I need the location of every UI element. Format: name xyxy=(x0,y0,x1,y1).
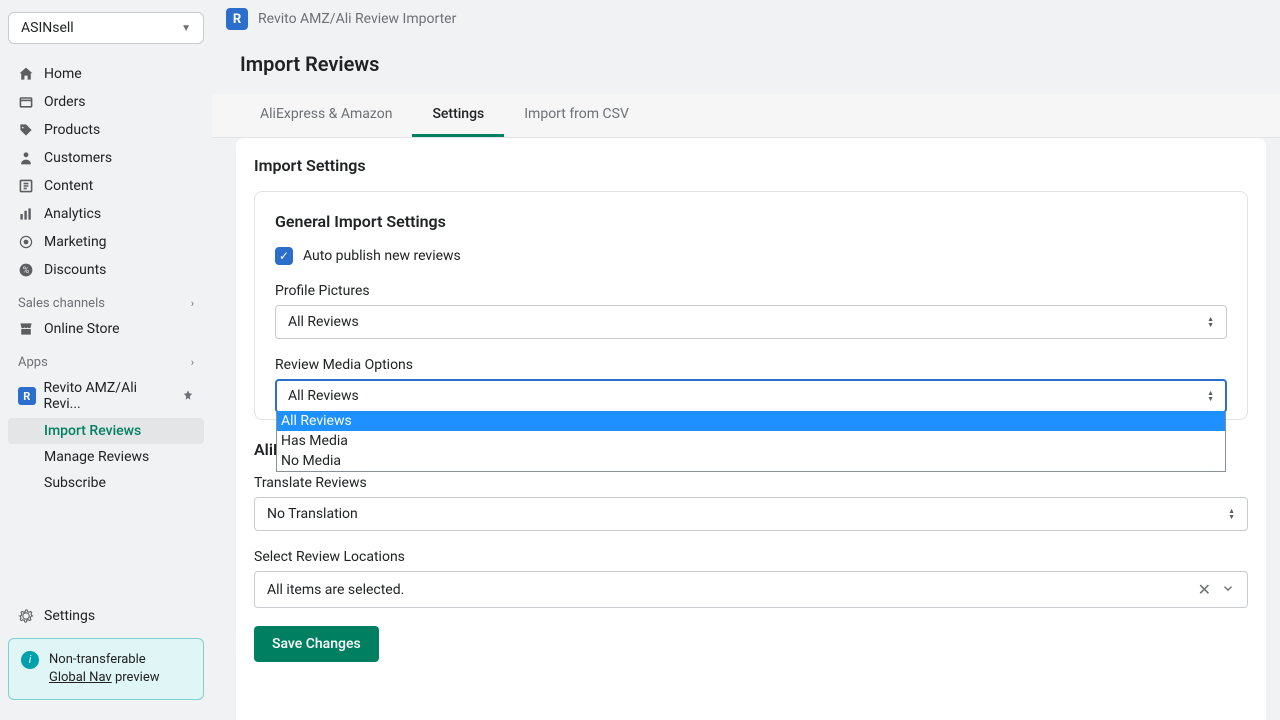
aliexpress-settings-card: AliExpress Import Settings Translate Rev… xyxy=(254,440,1248,662)
notice-text: Non-transferable Global Nav preview xyxy=(49,651,159,687)
nav-label: Online Store xyxy=(44,321,120,337)
nav-label: Discounts xyxy=(44,262,106,278)
nav-content[interactable]: Content xyxy=(8,172,204,200)
nav-customers[interactable]: Customers xyxy=(8,144,204,172)
content: Import Settings General Import Settings … xyxy=(236,138,1266,720)
app-title: Revito AMZ/Ali Review Importer xyxy=(258,11,456,27)
select-value: All Reviews xyxy=(288,314,359,330)
notice-line1: Non-transferable xyxy=(49,651,159,669)
customers-icon xyxy=(18,150,34,166)
subnav-label: Subscribe xyxy=(44,475,106,491)
svg-text:%: % xyxy=(23,266,30,276)
nav-marketing[interactable]: Marketing xyxy=(8,228,204,256)
app-revito[interactable]: R Revito AMZ/Ali Revi... xyxy=(8,374,204,418)
sort-icon: ▲▼ xyxy=(1207,316,1214,328)
clear-icon[interactable]: ✕ xyxy=(1198,580,1211,599)
media-options-label: Review Media Options xyxy=(275,357,1227,373)
nav-discounts[interactable]: % Discounts xyxy=(8,256,204,284)
dropdown-option-no-media[interactable]: No Media xyxy=(277,451,1225,471)
profile-pictures-select[interactable]: All Reviews ▲▼ xyxy=(275,305,1227,339)
store-selector[interactable]: ASINsell ▼ xyxy=(8,12,204,44)
nav-label: Orders xyxy=(44,94,86,110)
translate-reviews-label: Translate Reviews xyxy=(254,475,1248,491)
nav-home[interactable]: Home xyxy=(8,60,204,88)
nav-label: Customers xyxy=(44,150,112,166)
chevron-right-icon: › xyxy=(191,297,194,310)
page-title: Import Reviews xyxy=(240,52,1252,76)
nav-label: Content xyxy=(44,178,93,194)
dropdown-option-all[interactable]: All Reviews xyxy=(277,411,1225,431)
analytics-icon xyxy=(18,206,34,222)
app-name: Revito AMZ/Ali Revi... xyxy=(44,380,175,412)
tabs: AliExpress & Amazon Settings Import from… xyxy=(212,94,1280,138)
notice-line2: preview xyxy=(112,670,160,685)
nav-online-store[interactable]: Online Store xyxy=(8,315,204,343)
page-header: Import Reviews xyxy=(212,38,1280,94)
gear-icon xyxy=(18,608,34,624)
app-logo-icon: R xyxy=(18,387,36,405)
nav-products[interactable]: Products xyxy=(8,116,204,144)
chevron-down-icon[interactable] xyxy=(1221,581,1235,599)
checkbox-checked-icon[interactable]: ✓ xyxy=(275,247,293,265)
store-icon xyxy=(18,321,34,337)
app-logo-icon: R xyxy=(226,8,248,30)
marketing-icon xyxy=(18,234,34,250)
app-titlebar: R Revito AMZ/Ali Review Importer xyxy=(212,0,1280,38)
sort-icon: ▲▼ xyxy=(1207,390,1214,402)
section-label: Apps xyxy=(18,355,48,370)
section-sales-channels[interactable]: Sales channels › xyxy=(8,284,204,315)
caret-down-icon: ▼ xyxy=(181,23,191,34)
sort-icon: ▲▼ xyxy=(1228,508,1235,520)
notice-link[interactable]: Global Nav xyxy=(49,670,112,685)
tab-import-csv[interactable]: Import from CSV xyxy=(504,94,649,137)
media-options-select[interactable]: All Reviews ▲▼ All Reviews Has Media No … xyxy=(275,379,1227,413)
profile-pictures-label: Profile Pictures xyxy=(275,283,1227,299)
store-name: ASINsell xyxy=(21,20,74,36)
chevron-right-icon: › xyxy=(191,356,194,369)
main-content: R Revito AMZ/Ali Review Importer Import … xyxy=(212,0,1280,720)
nav-analytics[interactable]: Analytics xyxy=(8,200,204,228)
content-icon xyxy=(18,178,34,194)
info-icon: i xyxy=(21,651,39,669)
subnav-import-reviews[interactable]: Import Reviews xyxy=(8,418,204,444)
pin-icon[interactable] xyxy=(182,389,194,404)
auto-publish-label: Auto publish new reviews xyxy=(303,248,461,264)
discounts-icon: % xyxy=(18,262,34,278)
subnav-label: Manage Reviews xyxy=(44,449,149,465)
sidebar: ASINsell ▼ Home Orders Products Custo xyxy=(0,0,212,720)
media-options-dropdown: All Reviews Has Media No Media xyxy=(276,411,1226,472)
select-value: No Translation xyxy=(267,506,358,522)
subnav-label: Import Reviews xyxy=(44,423,141,439)
home-icon xyxy=(18,66,34,82)
nav-label: Analytics xyxy=(44,206,101,222)
nav-label: Products xyxy=(44,122,100,138)
tab-aliexpress-amazon[interactable]: AliExpress & Amazon xyxy=(240,94,412,137)
select-value: All items are selected. xyxy=(267,582,404,598)
section-label: Sales channels xyxy=(18,296,105,311)
translate-reviews-select[interactable]: No Translation ▲▼ xyxy=(254,497,1248,531)
general-settings-card: General Import Settings ✓ Auto publish n… xyxy=(254,191,1248,420)
preview-notice: i Non-transferable Global Nav preview xyxy=(8,638,204,700)
review-locations-label: Select Review Locations xyxy=(254,549,1248,565)
general-settings-title: General Import Settings xyxy=(275,212,1227,231)
nav-orders[interactable]: Orders xyxy=(8,88,204,116)
orders-icon xyxy=(18,94,34,110)
nav-settings[interactable]: Settings xyxy=(8,602,204,630)
select-value: All Reviews xyxy=(288,388,359,404)
nav-label: Home xyxy=(44,66,82,82)
subnav-subscribe[interactable]: Subscribe xyxy=(8,470,204,496)
import-settings-heading: Import Settings xyxy=(254,156,1248,175)
auto-publish-row[interactable]: ✓ Auto publish new reviews xyxy=(275,247,1227,265)
tab-settings[interactable]: Settings xyxy=(412,94,504,137)
save-changes-button[interactable]: Save Changes xyxy=(254,626,379,662)
subnav-manage-reviews[interactable]: Manage Reviews xyxy=(8,444,204,470)
section-apps[interactable]: Apps › xyxy=(8,343,204,374)
nav-label: Marketing xyxy=(44,234,107,250)
products-icon xyxy=(18,122,34,138)
review-locations-select[interactable]: All items are selected. ✕ xyxy=(254,571,1248,608)
dropdown-option-has-media[interactable]: Has Media xyxy=(277,431,1225,451)
nav-label: Settings xyxy=(44,608,95,624)
